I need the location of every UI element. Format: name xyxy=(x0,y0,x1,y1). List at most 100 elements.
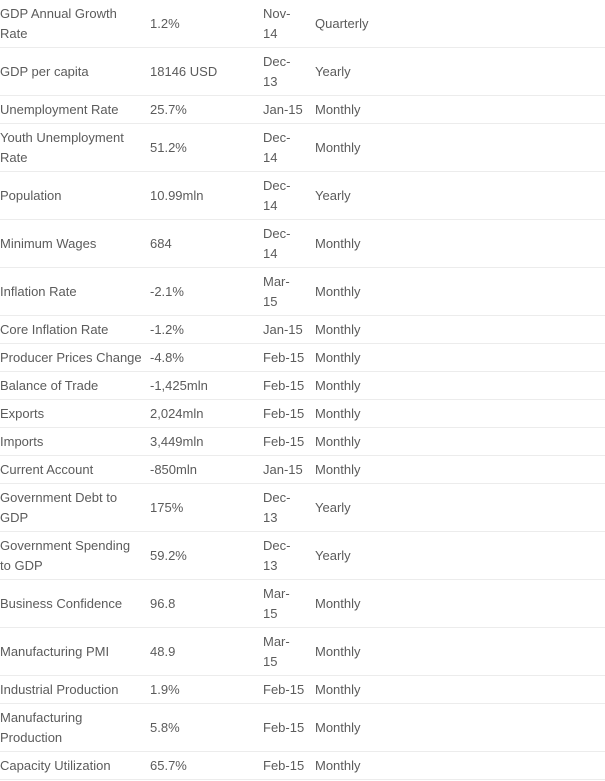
indicator-row[interactable]: Inflation Rate -2.1% Mar- 15 Monthly xyxy=(0,267,605,316)
indicator-date: Feb-15 xyxy=(263,371,315,400)
indicator-row[interactable]: Unemployment Rate 25.7% Jan-15 Monthly xyxy=(0,95,605,124)
indicator-date: Jan-15 xyxy=(263,455,315,484)
indicator-row[interactable]: Producer Prices Change -4.8% Feb-15 Mont… xyxy=(0,343,605,372)
indicator-value: 5.8% xyxy=(150,703,263,752)
indicator-date: Feb-15 xyxy=(263,751,315,780)
indicator-value: 18146 USD xyxy=(150,47,263,96)
indicator-row[interactable]: GDP Annual Growth Rate 1.2% Nov- 14 Quar… xyxy=(0,0,605,48)
indicator-date: Mar- 15 xyxy=(263,579,315,628)
indicator-name: Government Spending to GDP xyxy=(0,531,150,580)
indicator-value: 65.7% xyxy=(150,751,263,780)
indicator-frequency: Monthly xyxy=(315,675,605,704)
indicator-frequency: Monthly xyxy=(315,267,605,316)
indicator-name: Exports xyxy=(0,399,150,428)
indicator-name: Industrial Production xyxy=(0,675,150,704)
indicator-frequency: Monthly xyxy=(315,123,605,172)
indicator-name: Balance of Trade xyxy=(0,371,150,400)
indicator-name: Government Debt to GDP xyxy=(0,483,150,532)
indicator-frequency: Monthly xyxy=(315,343,605,372)
indicator-name: Minimum Wages xyxy=(0,219,150,268)
indicator-value: 2,024mln xyxy=(150,399,263,428)
indicator-row[interactable]: Minimum Wages 684 Dec- 14 Monthly xyxy=(0,219,605,268)
indicator-frequency: Monthly xyxy=(315,95,605,124)
indicator-name: Producer Prices Change xyxy=(0,343,150,372)
indicator-frequency: Monthly xyxy=(315,703,605,752)
indicator-row[interactable]: Youth Unemployment Rate 51.2% Dec- 14 Mo… xyxy=(0,123,605,172)
indicator-row[interactable]: Imports 3,449mln Feb-15 Monthly xyxy=(0,427,605,456)
indicator-row[interactable]: Manufacturing PMI 48.9 Mar- 15 Monthly xyxy=(0,627,605,676)
indicator-row[interactable]: Current Account -850mln Jan-15 Monthly xyxy=(0,455,605,484)
indicator-date: Mar- 15 xyxy=(263,267,315,316)
indicator-row[interactable]: Government Spending to GDP 59.2% Dec- 13… xyxy=(0,531,605,580)
indicator-date: Dec- 14 xyxy=(263,219,315,268)
indicator-value: 684 xyxy=(150,219,263,268)
indicator-value: 1.2% xyxy=(150,0,263,48)
indicator-date: Mar- 15 xyxy=(263,627,315,676)
indicator-frequency: Monthly xyxy=(315,315,605,344)
indicator-date: Feb-15 xyxy=(263,675,315,704)
indicator-name: Manufacturing PMI xyxy=(0,627,150,676)
indicator-row[interactable]: Industrial Production 1.9% Feb-15 Monthl… xyxy=(0,675,605,704)
indicator-date: Dec- 13 xyxy=(263,47,315,96)
indicator-value: -1.2% xyxy=(150,315,263,344)
indicator-frequency: Monthly xyxy=(315,627,605,676)
indicator-frequency: Monthly xyxy=(315,579,605,628)
indicator-row[interactable]: Manufacturing Production 5.8% Feb-15 Mon… xyxy=(0,703,605,752)
indicator-value: -850mln xyxy=(150,455,263,484)
indicator-name: Business Confidence xyxy=(0,579,150,628)
indicator-name: Population xyxy=(0,171,150,220)
indicator-row[interactable]: Business Confidence 96.8 Mar- 15 Monthly xyxy=(0,579,605,628)
indicator-frequency: Monthly xyxy=(315,427,605,456)
indicator-value: 25.7% xyxy=(150,95,263,124)
indicator-row[interactable]: Government Debt to GDP 175% Dec- 13 Year… xyxy=(0,483,605,532)
indicator-name: Capacity Utilization xyxy=(0,751,150,780)
indicator-frequency: Monthly xyxy=(315,455,605,484)
indicator-value: -2.1% xyxy=(150,267,263,316)
indicator-date: Dec- 14 xyxy=(263,171,315,220)
indicator-frequency: Yearly xyxy=(315,47,605,96)
indicator-name: Inflation Rate xyxy=(0,267,150,316)
indicator-date: Dec- 13 xyxy=(263,483,315,532)
indicator-row[interactable]: GDP per capita 18146 USD Dec- 13 Yearly xyxy=(0,47,605,96)
indicator-date: Jan-15 xyxy=(263,95,315,124)
indicator-row[interactable]: Core Inflation Rate -1.2% Jan-15 Monthly xyxy=(0,315,605,344)
indicator-name: Current Account xyxy=(0,455,150,484)
indicator-name: Core Inflation Rate xyxy=(0,315,150,344)
indicator-name: GDP per capita xyxy=(0,47,150,96)
indicator-value: -1,425mln xyxy=(150,371,263,400)
indicator-frequency: Quarterly xyxy=(315,0,605,48)
indicator-date: Feb-15 xyxy=(263,343,315,372)
indicator-value: 59.2% xyxy=(150,531,263,580)
indicator-name: Manufacturing Production xyxy=(0,703,150,752)
indicator-row[interactable]: Balance of Trade -1,425mln Feb-15 Monthl… xyxy=(0,371,605,400)
indicator-frequency: Yearly xyxy=(315,171,605,220)
indicator-value: 51.2% xyxy=(150,123,263,172)
indicator-value: -4.8% xyxy=(150,343,263,372)
indicator-value: 3,449mln xyxy=(150,427,263,456)
indicator-date: Feb-15 xyxy=(263,427,315,456)
indicator-date: Dec- 13 xyxy=(263,531,315,580)
indicator-row[interactable]: Population 10.99mln Dec- 14 Yearly xyxy=(0,171,605,220)
indicator-name: GDP Annual Growth Rate xyxy=(0,0,150,48)
indicator-frequency: Monthly xyxy=(315,751,605,780)
indicator-frequency: Monthly xyxy=(315,219,605,268)
indicator-frequency: Yearly xyxy=(315,483,605,532)
indicator-value: 1.9% xyxy=(150,675,263,704)
indicator-date: Jan-15 xyxy=(263,315,315,344)
indicator-value: 96.8 xyxy=(150,579,263,628)
indicator-value: 48.9 xyxy=(150,627,263,676)
indicator-frequency: Yearly xyxy=(315,531,605,580)
indicator-date: Feb-15 xyxy=(263,703,315,752)
indicator-value: 10.99mln xyxy=(150,171,263,220)
indicator-frequency: Monthly xyxy=(315,399,605,428)
indicator-date: Dec- 14 xyxy=(263,123,315,172)
indicator-row[interactable]: Capacity Utilization 65.7% Feb-15 Monthl… xyxy=(0,751,605,780)
indicator-date: Nov- 14 xyxy=(263,0,315,48)
indicator-value: 175% xyxy=(150,483,263,532)
indicator-date: Feb-15 xyxy=(263,399,315,428)
indicator-name: Unemployment Rate xyxy=(0,95,150,124)
indicator-name: Youth Unemployment Rate xyxy=(0,123,150,172)
indicator-row[interactable]: Exports 2,024mln Feb-15 Monthly xyxy=(0,399,605,428)
